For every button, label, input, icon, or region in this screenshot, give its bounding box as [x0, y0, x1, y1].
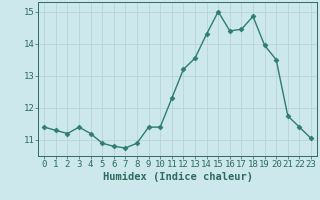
- X-axis label: Humidex (Indice chaleur): Humidex (Indice chaleur): [103, 172, 252, 182]
